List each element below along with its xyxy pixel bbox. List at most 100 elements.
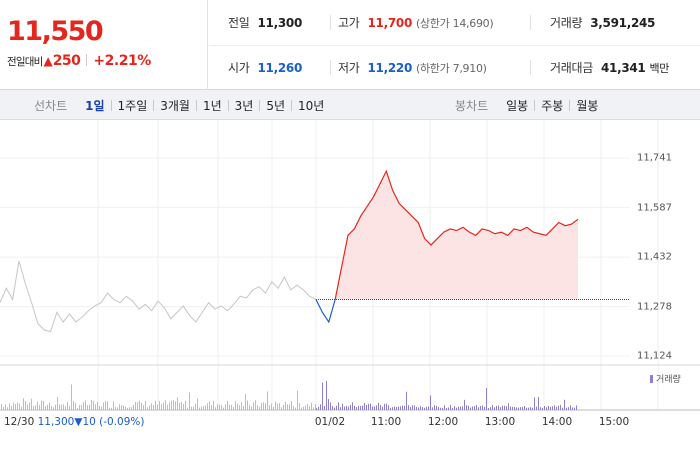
volume-bar — [27, 404, 28, 410]
tab-weekly[interactable]: 주봉 — [541, 98, 564, 113]
volume-bar — [362, 405, 363, 410]
prev-session-close: 11,300 — [37, 416, 75, 428]
volume-bar — [19, 403, 20, 410]
volume-bar — [167, 404, 168, 410]
volume-bar — [179, 402, 180, 410]
divider — [259, 99, 261, 111]
volume-label: 거래량 — [550, 16, 583, 30]
divider — [227, 99, 229, 111]
volume-bar — [45, 406, 46, 410]
volume-bar — [358, 406, 359, 410]
volume-bar — [450, 405, 451, 410]
volume-bar — [488, 407, 489, 410]
volume-bar — [275, 401, 276, 410]
volume-bar — [181, 401, 182, 410]
volume-bar — [392, 407, 393, 410]
volume-bar — [157, 404, 158, 410]
candle-chart-tabs: 봉차트 일봉 주봉 월봉 — [455, 90, 604, 120]
trade-value-label: 거래대금 — [550, 61, 593, 75]
volume-bar — [41, 400, 42, 410]
down-triangle-icon: ▼ — [74, 416, 83, 428]
volume-bar — [253, 402, 254, 410]
volume-bar — [468, 405, 469, 410]
volume-bar — [478, 407, 479, 410]
high-value: 11,700 — [367, 15, 412, 30]
y-tick-label: 11,124 — [637, 350, 672, 362]
tab-1w[interactable]: 1주일 — [117, 98, 148, 113]
volume-bar — [103, 402, 104, 410]
current-session-line-down — [315, 299, 336, 324]
volume-bar — [213, 400, 214, 410]
volume-bar — [37, 401, 38, 410]
volume-bar — [328, 398, 329, 410]
volume-bar — [163, 402, 164, 410]
low-cell: 저가 11,220 (하한가 7,910) — [338, 45, 487, 90]
x-tick-label: 14:00 — [541, 416, 573, 428]
tab-10y[interactable]: 10년 — [298, 98, 325, 113]
volume-bar — [5, 404, 6, 410]
tab-daily[interactable]: 일봉 — [506, 98, 529, 113]
volume-bar — [85, 400, 86, 410]
tab-1y[interactable]: 1년 — [202, 98, 222, 113]
volume-bar — [318, 406, 319, 410]
volume-bar — [516, 407, 517, 410]
volume-bar — [265, 403, 266, 410]
current-price: 11,550 — [7, 16, 104, 47]
price-chart: 11,741 11,587 11,432 11,278 11,124 거래량 1… — [0, 120, 700, 450]
volume-bar — [229, 404, 230, 410]
volume-bar — [145, 400, 146, 410]
volume-bar — [1, 404, 2, 410]
col-divider — [530, 15, 531, 30]
volume-bar — [313, 407, 314, 410]
tab-monthly[interactable]: 월봉 — [576, 98, 599, 113]
volume-bar — [542, 407, 543, 410]
divider — [86, 54, 88, 66]
x-tick-label: 13:00 — [484, 416, 516, 428]
volume-bar — [570, 405, 571, 410]
volume-bar — [442, 407, 443, 410]
volume-bar — [151, 403, 152, 410]
trade-value-cell: 거래대금 41,341 백만 — [550, 45, 669, 90]
volume-bar — [249, 404, 250, 410]
volume-bar — [255, 400, 256, 410]
volume-bar — [494, 407, 495, 410]
volume-bar — [261, 403, 262, 410]
candle-chart-title: 봉차트 — [455, 98, 489, 113]
volume-bar — [348, 406, 349, 410]
volume-bar — [324, 405, 325, 410]
volume-bar — [400, 406, 401, 410]
volume-bar — [147, 407, 148, 410]
volume-bar — [426, 406, 427, 410]
volume-bar — [195, 403, 196, 410]
volume-bar — [346, 406, 347, 410]
volume-bar — [293, 406, 294, 410]
divider — [153, 99, 155, 111]
tab-1d[interactable]: 1일 — [85, 98, 105, 113]
volume-bar — [201, 406, 202, 410]
volume-bar — [502, 405, 503, 410]
volume-bar — [207, 403, 208, 410]
prev-session-date: 12/30 — [4, 416, 35, 428]
tab-3y[interactable]: 3년 — [234, 98, 254, 113]
volume-bar — [378, 402, 379, 410]
volume-bar — [370, 403, 371, 410]
volume-bar — [69, 405, 70, 410]
tab-3m[interactable]: 3개월 — [160, 98, 190, 113]
tab-5y[interactable]: 5년 — [266, 98, 286, 113]
volume-bar — [534, 397, 535, 410]
volume-bar — [338, 402, 339, 410]
volume-bar — [384, 403, 385, 410]
volume-bar — [374, 406, 375, 410]
volume-bar — [59, 404, 60, 410]
volume-bar — [558, 405, 559, 410]
change-label: 전일대비 — [7, 56, 43, 68]
col-divider — [330, 60, 331, 75]
volume-bar — [386, 403, 387, 410]
volume-bar — [566, 407, 567, 410]
volume-bar — [25, 401, 26, 410]
volume-bar — [508, 403, 509, 410]
volume-bar — [233, 406, 234, 410]
open-label: 시가 — [228, 61, 250, 75]
volume-bar — [283, 404, 284, 410]
upper-limit: (상한가 14,690) — [416, 16, 494, 30]
